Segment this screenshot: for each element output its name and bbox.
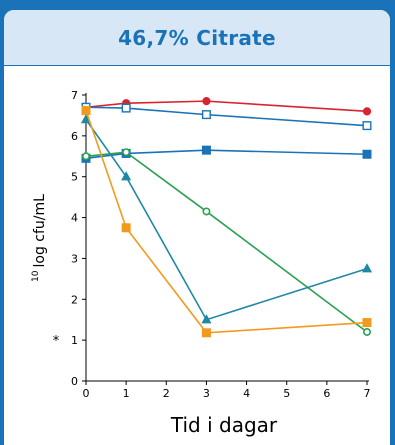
x-tick-label: 4 — [243, 387, 250, 400]
series-1-point-3 — [202, 97, 211, 106]
series-2-line — [85, 106, 368, 127]
y-axis-title: 10 log cfu/mL — [31, 194, 48, 282]
y-axis-title-text: log cfu/mL — [32, 194, 48, 268]
x-tick-label: 6 — [323, 387, 330, 400]
y-tick-label: 1 — [71, 334, 78, 347]
x-tick-label: 2 — [163, 387, 170, 400]
y-tick-label: 4 — [71, 212, 78, 225]
series-4-point-3 — [202, 207, 211, 216]
detection-limit-marker: * — [53, 334, 60, 349]
y-tick-label: 2 — [71, 293, 78, 306]
series-2-point-3 — [201, 110, 211, 120]
y-axis-title-superscript: 10 — [31, 270, 41, 282]
x-tick-label: 3 — [203, 387, 210, 400]
series-5-line — [85, 119, 368, 321]
x-tick-label: 7 — [364, 387, 371, 400]
x-tick-label: 5 — [283, 387, 290, 400]
y-tick-label: 5 — [71, 171, 78, 184]
y-tick-label: 3 — [71, 252, 78, 265]
series-4-line — [85, 151, 368, 333]
x-tick-label: 0 — [83, 387, 90, 400]
series-5-point-4 — [361, 263, 373, 273]
series-6-line — [85, 110, 368, 334]
series-3-point-3 — [201, 145, 211, 155]
series-3-line — [85, 149, 368, 160]
y-tick-label: 6 — [71, 130, 78, 143]
series-6-point-3 — [201, 328, 211, 338]
chart-header: 46,7% Citrate — [4, 10, 390, 66]
line-chart: 0 1 2 3 4 5 6 7 * 0 1 2 3 4 5 6 7 Tid i dagar 10 log cfu/mL — [31, 89, 373, 437]
x-tick-label: 1 — [123, 387, 130, 400]
series-4-point-1 — [82, 152, 91, 161]
series-4-point-2 — [122, 148, 131, 157]
series-4-point-4 — [362, 327, 371, 336]
series-6-point-2 — [121, 223, 131, 233]
series-2-point-2 — [121, 103, 131, 113]
series-6-point-1 — [81, 106, 91, 116]
series-5-point-2 — [121, 171, 132, 181]
x-axis-title: Tid i dagar — [170, 413, 278, 437]
series-1-point-4 — [362, 107, 372, 116]
chart-card: 46,7% Citrate 0 1 2 3 4 5 6 7 * 0 1 2 3 4 5 6 7 Tid i dag… — [4, 10, 390, 445]
series-2-point-4 — [362, 121, 372, 131]
series-6-point-4 — [362, 318, 372, 328]
series-1-line — [85, 100, 368, 113]
series-5-point-3 — [201, 314, 212, 324]
chart-title: 46,7% Citrate — [118, 25, 276, 50]
y-tick-label: 0 — [71, 375, 78, 388]
y-tick-label: 7 — [71, 89, 78, 102]
series-3-point-4 — [362, 149, 372, 159]
